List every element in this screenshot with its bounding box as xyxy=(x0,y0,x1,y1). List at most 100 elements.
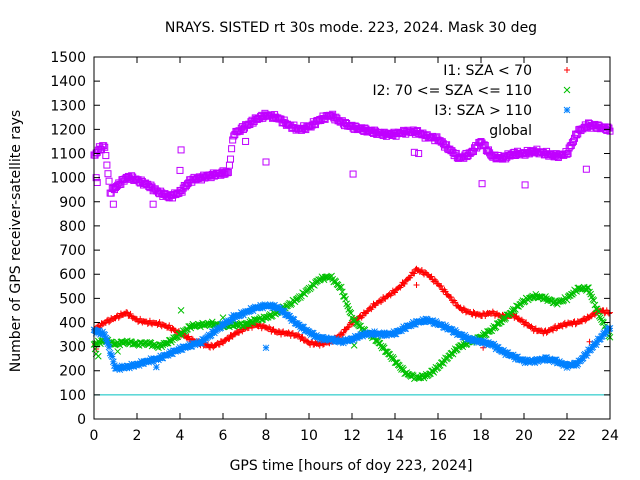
data-point-i3 xyxy=(541,357,548,364)
x-tick-label: 14 xyxy=(386,428,404,444)
data-point-i3 xyxy=(135,362,143,369)
data-point-i3 xyxy=(509,351,517,359)
y-tick-label: 100 xyxy=(59,388,86,404)
data-point-i3 xyxy=(300,323,307,331)
outlier-point-global xyxy=(587,124,595,132)
y-axis-label: Number of GPS receiver-satellite rays xyxy=(8,110,24,372)
data-point-i1 xyxy=(401,280,408,287)
data-point-i3 xyxy=(389,330,397,337)
data-point-i3 xyxy=(341,338,348,345)
data-point-i1 xyxy=(345,323,352,330)
legend-marker xyxy=(564,67,570,73)
outlier-point-global xyxy=(410,148,418,156)
x-tick-label: 4 xyxy=(176,428,185,444)
data-point-i1 xyxy=(431,276,438,283)
data-point-i3 xyxy=(104,340,112,348)
data-point-i2 xyxy=(343,300,350,308)
data-point-i3 xyxy=(531,359,539,367)
data-point-i3 xyxy=(169,350,176,358)
data-point-i1 xyxy=(550,327,557,334)
data-point-i3 xyxy=(377,330,385,338)
data-point-i3 xyxy=(448,326,456,333)
legend-entry: I3: SZA > 110 xyxy=(434,103,571,119)
data-point-i1 xyxy=(418,267,425,274)
data-point-i2 xyxy=(187,324,195,332)
chart-title: NRAYS. SISTED rt 30s mode. 223, 2024. Ma… xyxy=(165,20,537,36)
data-point-i2 xyxy=(591,301,599,309)
y-tick-label: 200 xyxy=(59,364,86,380)
data-point-i1 xyxy=(299,334,306,341)
legend-marker xyxy=(563,106,571,114)
data-point-i3 xyxy=(220,322,228,330)
data-point-i3 xyxy=(105,343,113,351)
outlier-point-global xyxy=(242,137,250,145)
data-point-global xyxy=(229,136,237,144)
data-point-i1 xyxy=(216,341,223,348)
data-point-i2 xyxy=(598,316,605,324)
outlier-point-global xyxy=(176,166,184,174)
data-point-i2 xyxy=(166,336,174,344)
y-tick-label: 900 xyxy=(59,195,86,211)
data-point-i3 xyxy=(429,317,436,324)
data-point-i1 xyxy=(285,329,292,336)
y-tick-label: 500 xyxy=(59,291,86,307)
data-point-i1 xyxy=(226,335,233,342)
data-point-i3 xyxy=(521,359,529,367)
data-point-i3 xyxy=(500,347,507,354)
data-point-global xyxy=(102,152,110,160)
data-point-i3 xyxy=(589,343,597,351)
legend-entry: I1: SZA < 70 xyxy=(443,63,570,79)
data-point-i2 xyxy=(372,337,380,344)
y-tick-label: 0 xyxy=(77,412,86,428)
x-tick-label: 2 xyxy=(133,428,142,444)
outlier-point-global xyxy=(349,170,357,178)
data-point-i1 xyxy=(470,308,477,315)
data-point-i2 xyxy=(532,290,540,298)
data-point-i1 xyxy=(185,333,192,340)
data-point-i3 xyxy=(564,362,572,370)
data-point-i2 xyxy=(507,309,515,317)
x-tick-label: 16 xyxy=(429,428,447,444)
legend: I1: SZA < 70 I2: 70 <= SZA <= 110 I3: SZA … xyxy=(372,63,571,139)
data-point-global xyxy=(568,139,576,147)
data-point-i3 xyxy=(109,358,117,366)
data-point-global xyxy=(105,177,113,185)
data-point-i3 xyxy=(211,329,218,337)
data-point-i3 xyxy=(572,359,579,367)
outlier-point-i3 xyxy=(230,311,238,319)
data-point-i3 xyxy=(371,328,378,335)
data-point-i1 xyxy=(156,319,163,326)
data-point-i2 xyxy=(596,314,604,321)
data-point-i3 xyxy=(596,335,604,343)
y-tick-label: 800 xyxy=(59,219,86,235)
outlier-point-global xyxy=(262,158,270,166)
data-point-i2 xyxy=(586,288,593,296)
outlier-point-global xyxy=(149,200,157,208)
data-point-i2 xyxy=(579,285,587,293)
data-point-i3 xyxy=(201,337,209,344)
data-point-i2 xyxy=(550,299,558,307)
data-point-i2 xyxy=(397,364,404,371)
data-point-i1 xyxy=(452,299,459,306)
data-point-i3 xyxy=(592,341,600,349)
legend-label: I1: SZA < 70 xyxy=(443,63,532,79)
y-tick-label: 400 xyxy=(59,315,86,331)
x-tick-label: 18 xyxy=(472,428,490,444)
outlier-point-global xyxy=(109,200,117,208)
data-point-global xyxy=(101,143,109,151)
data-point-global xyxy=(222,168,230,176)
data-point-i1 xyxy=(442,288,449,295)
y-tick-label: 1100 xyxy=(50,147,86,163)
data-point-i3 xyxy=(106,349,114,357)
data-point-i1 xyxy=(523,319,530,326)
data-point-i1 xyxy=(513,312,520,319)
data-point-global xyxy=(604,123,612,131)
data-point-i3 xyxy=(115,363,123,371)
legend-marker xyxy=(563,86,571,94)
data-point-i2 xyxy=(393,359,401,367)
data-point-i2 xyxy=(387,353,395,361)
outlier-point-i2 xyxy=(94,352,102,360)
data-point-i3 xyxy=(582,352,590,359)
data-point-i1 xyxy=(559,323,566,330)
